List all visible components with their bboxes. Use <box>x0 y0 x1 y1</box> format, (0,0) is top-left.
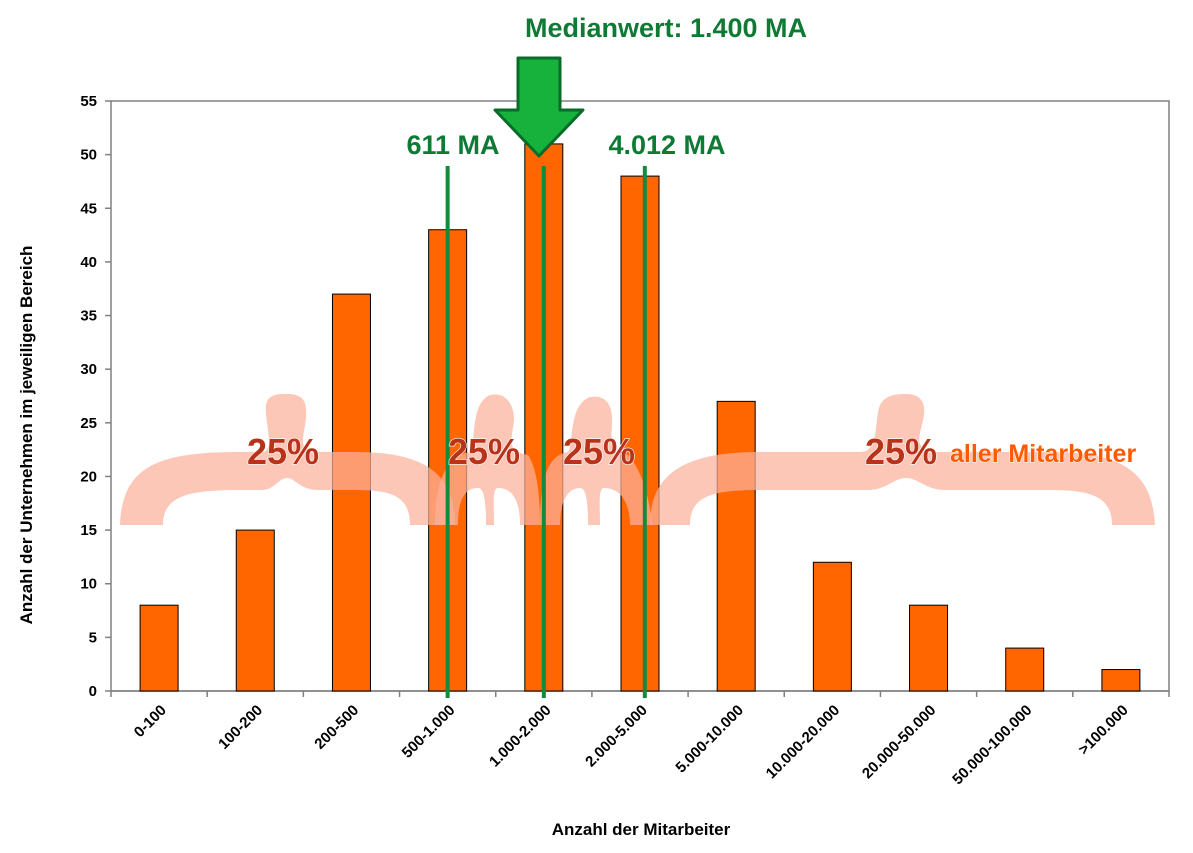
x-tick-label: 50.000-100.000 <box>949 702 1035 788</box>
percent-label-1: 25% <box>247 431 319 472</box>
x-axis: 0-100 100-200 200-500 500-1.000 1.000-2.000 2… <box>110 691 1170 788</box>
y-tick-label: 45 <box>80 200 97 217</box>
x-tick-label: 500-1.000 <box>399 702 459 762</box>
y-tick-label: 5 <box>89 629 97 646</box>
x-tick-label: >100.000 <box>1075 702 1132 759</box>
x-tick-label: 100-200 <box>215 702 266 753</box>
percent-label-2: 25% <box>448 431 520 472</box>
y-axis-title: Anzahl der Unternehmen im jeweiligen Ber… <box>17 246 36 625</box>
bar-10.000-20.000 <box>812 561 852 692</box>
bar-5.000-10.000 <box>716 400 756 692</box>
percent-suffix-label: aller Mitarbeiter <box>950 440 1136 468</box>
percent-label-3: 25% <box>563 431 635 472</box>
median-title: Medianwert: 1.400 MA <box>525 13 807 43</box>
x-tick-label: 1.000-2.000 <box>486 702 555 771</box>
bar-200-500 <box>331 293 371 692</box>
y-axis: 0 5 10 15 20 25 30 35 40 45 50 55 <box>80 93 111 700</box>
y-tick-label: 55 <box>80 93 97 110</box>
bar-2.000-5.000 <box>620 175 660 692</box>
y-tick-label: 50 <box>80 147 97 164</box>
y-tick-label: 40 <box>80 254 97 271</box>
x-tick-label: 2.000-5.000 <box>582 702 651 771</box>
brace-1 <box>120 394 455 525</box>
x-tick-label: 20.000-50.000 <box>859 702 939 782</box>
bar-0-100 <box>139 604 179 692</box>
x-tick-label: 5.000-10.000 <box>672 702 747 777</box>
x-tick-label: 0-100 <box>131 702 170 741</box>
brace-3 <box>540 396 652 525</box>
x-axis-title: Anzahl der Mitarbeiter <box>552 820 731 839</box>
y-tick-label: 10 <box>80 576 97 593</box>
y-tick-label: 35 <box>80 308 97 325</box>
bar->100.000 <box>1101 669 1141 692</box>
bar-50.000-100.000 <box>1005 647 1045 692</box>
quartile-braces <box>120 394 1155 525</box>
y-tick-label: 15 <box>80 522 97 539</box>
bar-100-200 <box>235 529 275 692</box>
quartile-lines <box>445 166 647 698</box>
median-arrow-icon <box>493 56 585 158</box>
brace-4 <box>650 394 1155 525</box>
bar-20.000-50.000 <box>909 604 949 692</box>
y-tick-label: 20 <box>80 468 97 485</box>
percent-label-4: 25% <box>865 431 937 472</box>
y-tick-label: 30 <box>80 361 97 378</box>
x-tick-label: 200-500 <box>311 702 362 753</box>
y-tick-label: 0 <box>89 683 97 700</box>
quartile-low-label: 611 MA <box>406 130 499 160</box>
brace-2 <box>435 394 540 525</box>
x-tick-label: 10.000-20.000 <box>763 702 843 782</box>
y-tick-label: 25 <box>80 415 97 432</box>
quartile-high-label: 4.012 MA <box>608 130 725 160</box>
